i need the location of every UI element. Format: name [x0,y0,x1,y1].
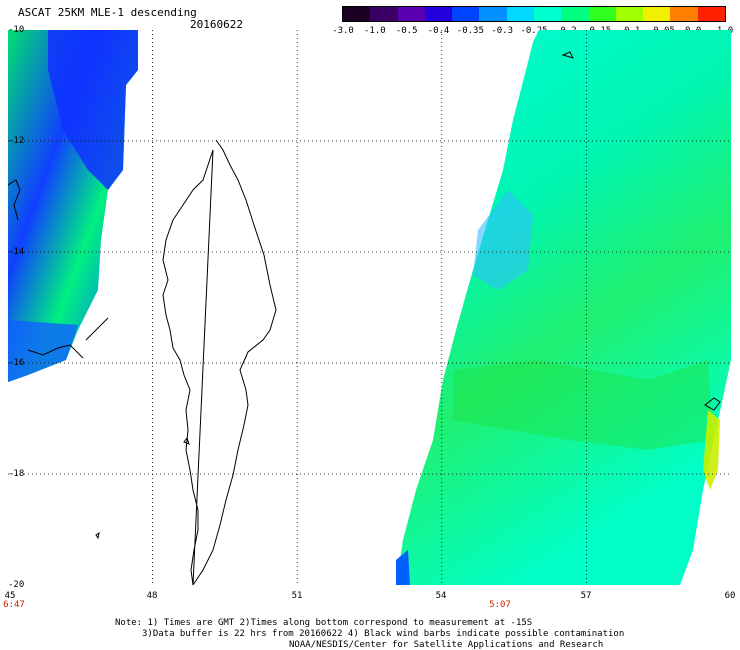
map-date: 20160622 [190,18,243,31]
color-scale-label: -0.25 [520,26,548,36]
color-scale-segment [370,7,398,21]
color-scale-segment [670,7,698,21]
lon-label-54: 54 [435,591,447,601]
color-scale-segment [479,7,507,21]
lon-label-48: 48 [146,591,158,601]
map-title: ASCAT 25KM MLE-1 descending [18,6,197,19]
swath-map [8,30,731,585]
color-scale-label: -1.0 [363,26,386,36]
time-label-left: 6:47 [3,600,25,610]
color-scale-bar [342,6,726,22]
right-swath-green-band [453,360,713,450]
color-scale-segment [424,7,453,21]
madagascar-coastline [162,139,277,585]
lat-label-14: -14 [8,247,25,257]
right-swath-yellow-edge [703,410,720,490]
color-scale-segment [588,7,616,21]
color-scale-label: -0.5 [395,26,418,36]
right-swath-blue-patch [473,190,533,290]
graticule [8,30,731,585]
lon-label-60: 60 [724,591,736,601]
lat-label-12: -12 [8,136,25,146]
color-scale-label: -0.4 [427,26,450,36]
color-scale-label: -3.0 [332,26,354,36]
color-scale-segment [561,7,589,21]
island-northeast [561,51,574,59]
note-line-3: NOAA/NESDIS/Center for Satellite Applica… [289,640,604,650]
right-swath [396,30,731,585]
color-scale-segment [397,7,425,21]
lon-label-51: 51 [291,591,303,601]
lat-label-16: -16 [8,358,25,368]
lat-label-18: -18 [8,469,25,479]
note-line-1: Note: 1) Times are GMT 2)Times along bot… [115,618,533,628]
lat-label-20: -20 [8,580,25,590]
color-scale-segment [452,7,480,21]
color-scale-segment [506,7,534,21]
color-scale-segment [615,7,644,21]
color-scale-segment [643,7,671,21]
color-scale-segment [343,7,371,21]
color-scale-label: -0.3 [491,26,513,36]
time-label-mid: 5:07 [489,600,511,610]
left-swath-blue-patch [48,30,138,190]
island-east [704,397,721,411]
color-scale-segment [697,7,725,21]
left-swath-lower-blue [8,320,78,382]
africa-coastline [8,179,109,359]
lat-label-10: -10 [8,25,25,35]
color-scale-segment [533,7,562,21]
right-swath-bottom-blue [396,550,410,585]
color-scale-label: -0.35 [456,26,484,36]
note-line-2: 3)Data buffer is 22 hrs from 20160622 4)… [142,629,625,639]
island-small [95,436,190,540]
lon-label-45: 45 [4,591,16,601]
lon-label-57: 57 [580,591,592,601]
